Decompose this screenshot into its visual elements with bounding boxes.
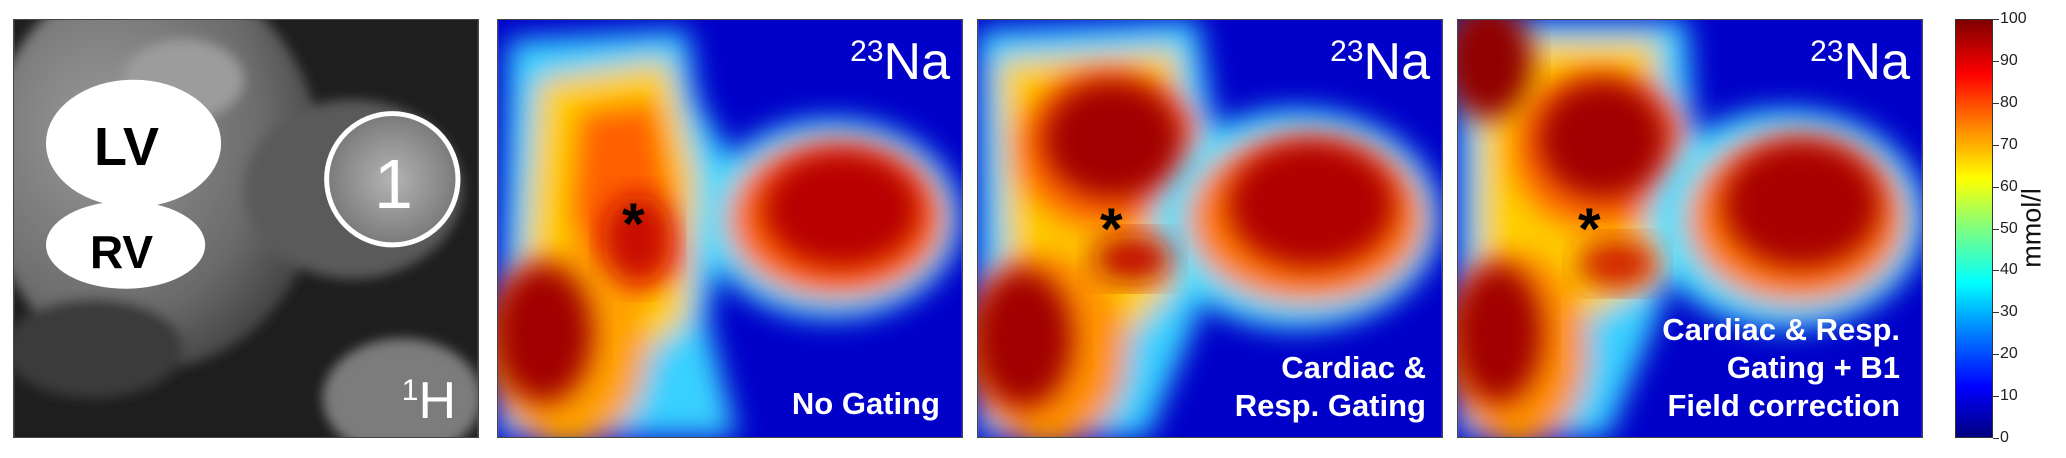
colorbar-tick-label: 100 (2000, 10, 2027, 27)
colorbar-tick-label: 0 (2000, 429, 2009, 446)
colorbar-tick-mark (1993, 228, 1999, 230)
sodium-map-no-gating: 23Na * No Gating (497, 19, 963, 438)
colorbar-tick-label: 10 (2000, 387, 2018, 405)
colorbar-tick-label: 40 (2000, 261, 2018, 279)
colorbar-unit-label: mmol/l (2016, 188, 2047, 268)
rv-label: RV (90, 226, 154, 278)
sodium-map-gating-b1-correction: 23Na * Cardiac & Resp. Gating + B1 Field… (1457, 19, 1923, 438)
colorbar-tick-label: 30 (2000, 303, 2018, 321)
sodium-map (1458, 20, 1922, 437)
colorbar-tick-mark (1993, 396, 1999, 398)
sodium-map (978, 20, 1442, 437)
colorbar-tick-mark (1993, 438, 1999, 439)
panel-caption: No Gating (791, 386, 940, 421)
panel-caption: Cardiac & Resp. Gating (1234, 350, 1426, 423)
colorbar-tick-label: 80 (2000, 93, 2018, 111)
colorbar-tick-mark (1993, 144, 1999, 146)
colorbar-tick-label: 50 (2000, 219, 2018, 237)
colorbar-tick-mark (1993, 102, 1999, 104)
panel-caption: Cardiac & Resp. Gating + B1 Field correc… (1662, 312, 1900, 423)
nucleus-label: 23Na (850, 33, 950, 91)
colorbar-tick-mark (1993, 270, 1999, 272)
proton-image (14, 20, 478, 437)
roi-number: 1 (374, 145, 413, 223)
sodium-map-cardiac-resp-gating: 23Na * Cardiac & Resp. Gating (977, 19, 1443, 438)
colorbar-tick-label: 70 (2000, 135, 2018, 153)
colorbar-tick-mark (1993, 186, 1999, 188)
colorbar-tick-label: 90 (2000, 51, 2018, 69)
colorbar-tick-label: 60 (2000, 177, 2018, 195)
marker-asterisk: * (622, 192, 645, 257)
colorbar-tick-mark (1993, 19, 1999, 20)
colorbar-tick-mark (1993, 60, 1999, 62)
nucleus-label: 1H (401, 372, 456, 430)
proton-mri-panel: LV RV 1 1H (13, 19, 479, 438)
nucleus-label: 23Na (1330, 33, 1430, 91)
marker-asterisk: * (1578, 197, 1601, 262)
lv-label: LV (94, 117, 159, 177)
marker-asterisk: * (1100, 197, 1123, 262)
nucleus-label: 23Na (1810, 33, 1910, 91)
colorbar-tick-mark (1993, 354, 1999, 356)
colorbar-tick-label: 20 (2000, 345, 2018, 363)
colorbar (1955, 19, 1993, 438)
colorbar-tick-mark (1993, 312, 1999, 314)
sodium-map (498, 20, 962, 437)
